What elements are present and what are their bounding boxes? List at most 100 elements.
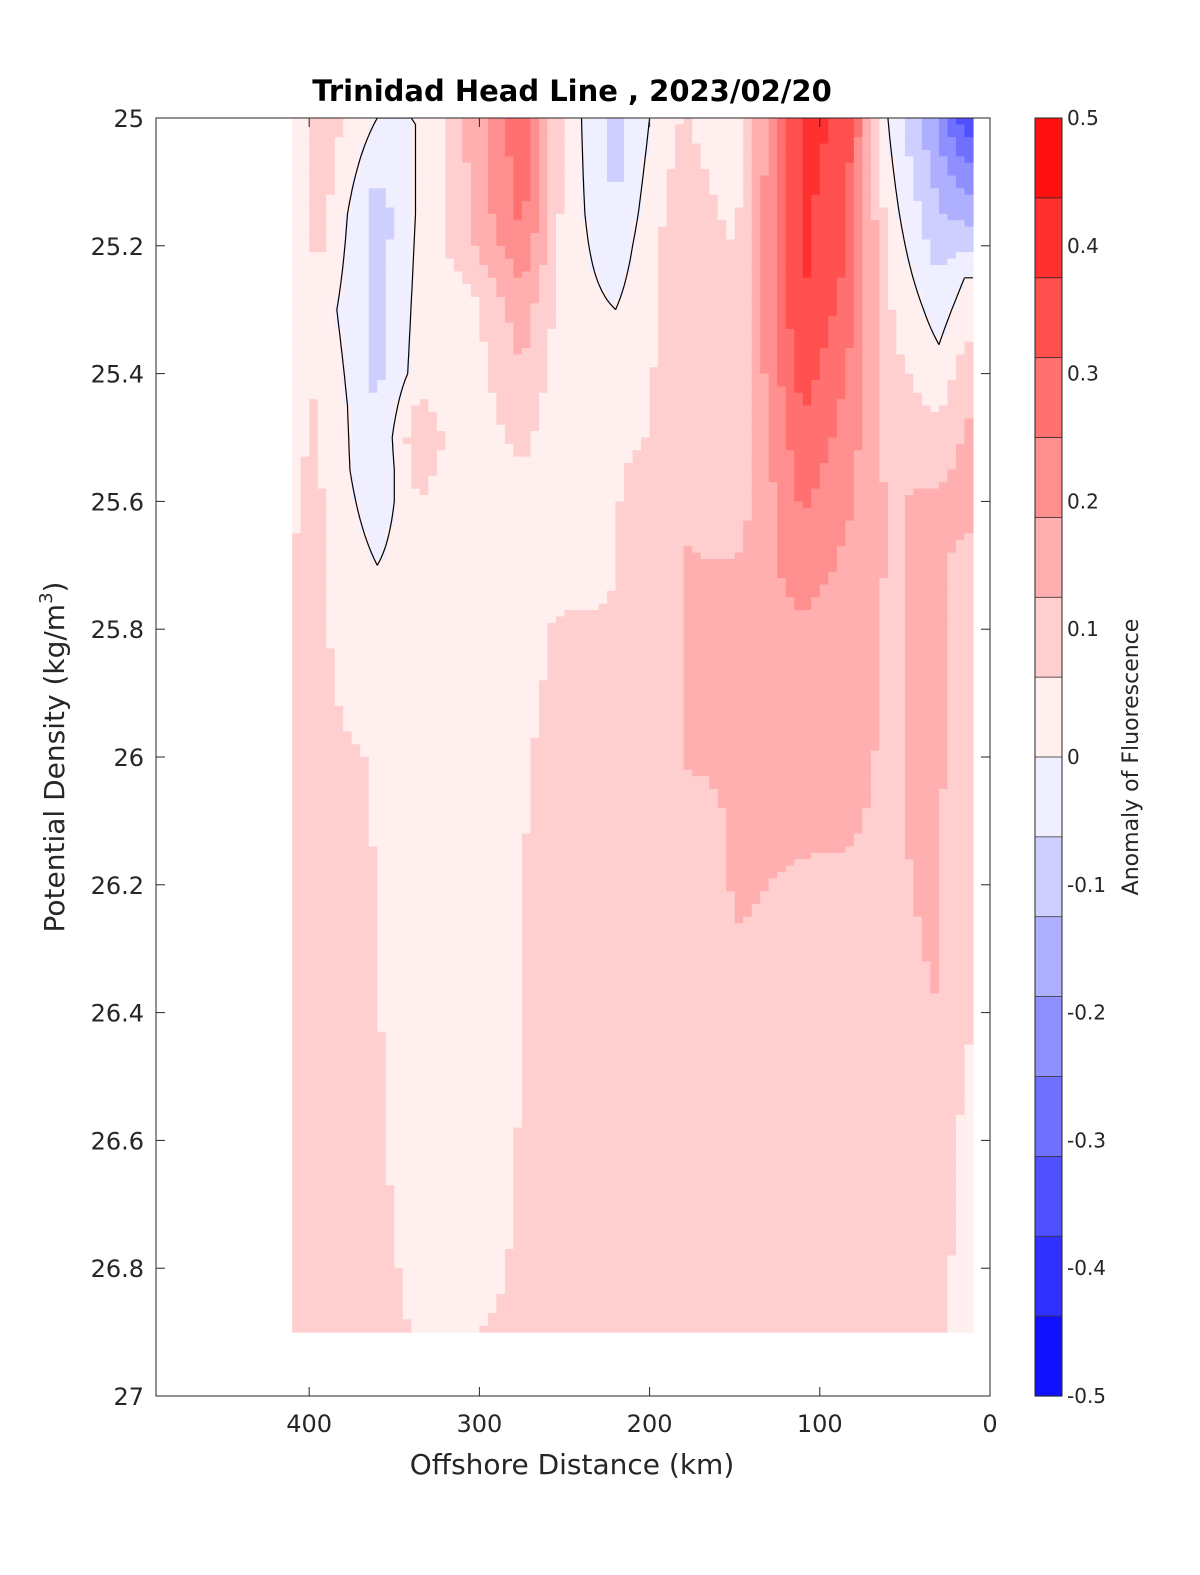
contour-cell: [462, 1210, 472, 1218]
contour-cell: [377, 1210, 387, 1218]
contour-cell: [479, 1012, 489, 1020]
contour-cell: [385, 891, 395, 899]
contour-cell: [470, 955, 480, 963]
contour-cell: [292, 1242, 302, 1250]
contour-cell: [411, 431, 421, 439]
contour-cell: [496, 680, 506, 688]
contour-cell: [309, 245, 319, 253]
contour-cell: [462, 1172, 472, 1180]
contour-cell: [428, 814, 438, 822]
contour-cell: [300, 865, 310, 873]
contour-cell: [292, 367, 302, 375]
contour-cell: [351, 309, 361, 317]
contour-cell: [445, 705, 455, 713]
contour-cell: [419, 341, 429, 349]
contour-cell: [351, 725, 361, 733]
contour-cell: [419, 258, 429, 266]
contour-cell: [394, 520, 404, 528]
contour-cell: [343, 565, 353, 573]
contour-cell: [402, 1172, 412, 1180]
contour-cell: [368, 763, 378, 771]
contour-cell: [462, 1217, 472, 1225]
contour-cell: [317, 897, 327, 905]
contour-cell: [326, 565, 336, 573]
contour-cell: [470, 737, 480, 745]
contour-cell: [470, 712, 480, 720]
contour-cell: [436, 149, 446, 157]
contour-cell: [428, 884, 438, 892]
contour-cell: [343, 1095, 353, 1103]
contour-cell: [487, 565, 498, 573]
contour-cell: [504, 149, 515, 157]
contour-cell: [445, 233, 455, 241]
contour-cell: [487, 354, 498, 362]
contour-cell: [351, 233, 361, 241]
contour-cell: [394, 699, 404, 707]
contour-cell: [411, 763, 421, 771]
contour-cell: [317, 335, 327, 343]
contour-cell: [479, 1210, 489, 1218]
contour-cell: [300, 463, 310, 471]
contour-cell: [385, 705, 395, 713]
contour-cell: [436, 1306, 446, 1314]
contour-cell: [428, 571, 438, 579]
contour-cell: [385, 271, 395, 279]
contour-cell: [309, 533, 319, 541]
contour-cell: [453, 884, 463, 892]
contour-cell: [504, 590, 515, 598]
contour-cell: [360, 495, 370, 502]
contour-cell: [300, 1261, 310, 1269]
contour-cell: [360, 1312, 370, 1320]
contour-cell: [496, 1018, 506, 1026]
contour-cell: [436, 488, 446, 496]
contour-cell: [317, 233, 327, 241]
contour-cell: [487, 961, 498, 969]
contour-cell: [368, 507, 378, 515]
contour-cell: [394, 808, 404, 816]
contour-cell: [436, 814, 446, 822]
contour-cell: [504, 507, 515, 515]
contour-cell: [368, 233, 378, 241]
contour-cell: [377, 635, 387, 643]
contour-cell: [453, 258, 463, 266]
contour-cell: [351, 520, 361, 528]
contour-cell: [351, 1057, 361, 1065]
contour-cell: [453, 846, 463, 854]
contour-cell: [436, 661, 446, 669]
contour-cell: [343, 967, 353, 975]
contour-cell: [470, 533, 480, 541]
contour-cell: [462, 610, 472, 618]
contour-cell: [351, 399, 361, 407]
contour-cell: [292, 399, 302, 407]
contour-cell: [402, 1031, 412, 1039]
contour-cell: [394, 1217, 404, 1225]
contour-cell: [326, 367, 336, 375]
contour-cell: [445, 1325, 455, 1333]
contour-cell: [487, 1012, 498, 1020]
contour-cell: [419, 418, 429, 426]
contour-cell: [479, 558, 489, 566]
contour-cell: [317, 705, 327, 713]
contour-cell: [292, 1108, 302, 1116]
contour-cell: [453, 1031, 463, 1039]
contour-cell: [496, 194, 506, 202]
contour-cell: [360, 277, 370, 285]
contour-cell: [496, 654, 506, 662]
contour-cell: [411, 852, 421, 860]
contour-cell: [504, 712, 515, 720]
contour-cell: [326, 840, 336, 848]
contour-cell: [411, 539, 421, 547]
contour-cell: [487, 399, 498, 407]
contour-cell: [411, 667, 421, 675]
contour-cell: [428, 680, 438, 688]
contour-cell: [360, 118, 370, 125]
contour-cell: [326, 910, 336, 918]
contour-cell: [462, 1025, 472, 1033]
contour-cell: [453, 130, 463, 138]
contour-cell: [292, 788, 302, 796]
contour-cell: [309, 693, 319, 701]
contour-cell: [504, 399, 515, 407]
contour-cell: [419, 872, 429, 880]
contour-cell: [300, 226, 310, 234]
contour-cell: [343, 296, 353, 304]
